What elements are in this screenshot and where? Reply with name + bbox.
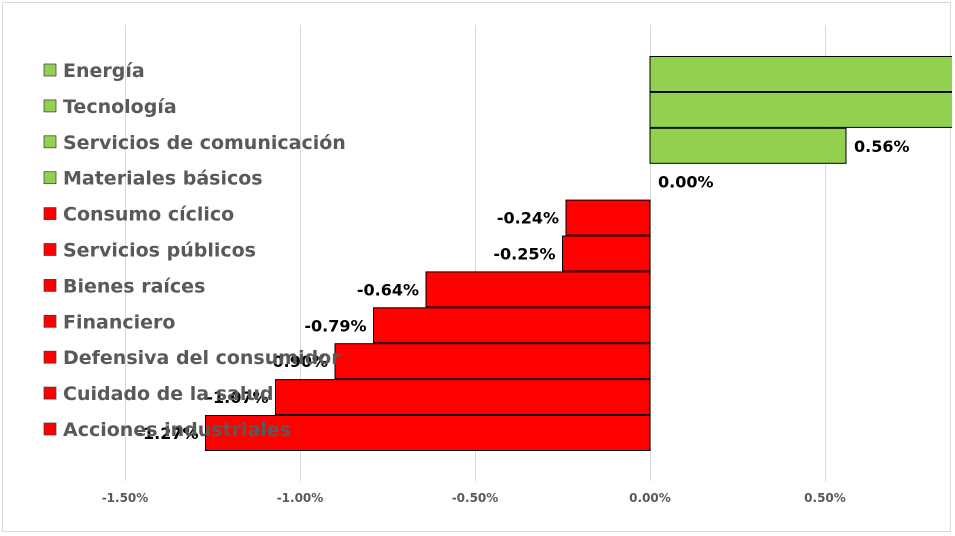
value-label: 0.00%	[658, 173, 714, 192]
value-label: -0.90%	[266, 352, 328, 371]
x-tick-label: -0.50%	[452, 491, 499, 505]
bar-energia	[649, 56, 952, 92]
legend-swatch	[43, 243, 57, 256]
category-label-bienes-raices: Bienes raíces	[63, 275, 205, 297]
category-label-tecnologia: Tecnología	[63, 96, 177, 118]
category-label-financiero: Financiero	[63, 311, 175, 333]
bar-financiero	[373, 307, 651, 344]
value-label: -0.79%	[304, 316, 366, 335]
legend-swatch	[43, 135, 57, 149]
category-label-consumo-ciclico: Consumo cíclico	[63, 204, 234, 226]
value-label: 0.56%	[854, 137, 910, 156]
x-tick-label: 0.00%	[629, 491, 671, 505]
bar-servicios-de-comunicacion	[649, 127, 847, 164]
bar-bienes-raices	[425, 271, 651, 308]
bar-acciones-industriales	[205, 415, 651, 451]
legend-swatch	[43, 422, 57, 436]
category-label-cuidado-de-la-salud: Cuidado de la salud	[63, 383, 274, 405]
bar-defensiva-del-consumidor	[334, 343, 651, 380]
category-label-energia: Energía	[63, 60, 145, 82]
category-label-acciones-industriales: Acciones industriales	[63, 419, 291, 441]
legend-swatch	[43, 171, 57, 185]
x-tick-label: -1.00%	[277, 491, 324, 505]
bars	[205, 56, 952, 451]
legend-swatch	[43, 207, 57, 220]
value-label: -0.64%	[357, 280, 419, 299]
category-label-servicios-de-comunicacion: Servicios de comunicación	[63, 132, 346, 154]
x-tick-label: -1.50%	[102, 491, 149, 505]
value-label: -1.27%	[136, 424, 198, 443]
bar-chart: 1.19%1.06%0.56%0.00%-0.24%-0.25%-0.64%-0…	[43, 25, 952, 505]
legend-swatch	[43, 314, 57, 328]
value-label: -0.25%	[493, 245, 555, 264]
value-label: -1.07%	[206, 388, 268, 407]
category-label-defensiva-del-consumidor: Defensiva del consumidor	[63, 347, 341, 369]
value-labels: 1.19%1.06%0.56%0.00%-0.24%-0.25%-0.64%-0…	[136, 137, 910, 443]
category-legend: Energía Tecnología Servicios de comunicaci…	[43, 60, 346, 441]
bar-tecnologia	[649, 91, 952, 128]
x-axis-ticks: -1.50%-1.00%-0.50%0.00%0.50%1.00%1.50%	[102, 491, 846, 505]
x-tick-label: 0.50%	[804, 491, 846, 505]
legend-swatch	[43, 99, 57, 113]
category-label-materiales-basicos: Materiales básicos	[63, 168, 263, 190]
bar-cuidado-de-la-salud	[275, 379, 651, 416]
value-label: -0.24%	[497, 209, 559, 228]
bar-servicios-publicos	[562, 235, 651, 272]
legend-swatch	[43, 279, 57, 292]
bar-consumo-ciclico	[565, 199, 651, 236]
category-label-servicios-publicos: Servicios públicos	[63, 240, 256, 262]
legend-swatch	[43, 386, 57, 400]
legend-swatch	[43, 63, 57, 77]
legend-swatch	[43, 350, 57, 364]
